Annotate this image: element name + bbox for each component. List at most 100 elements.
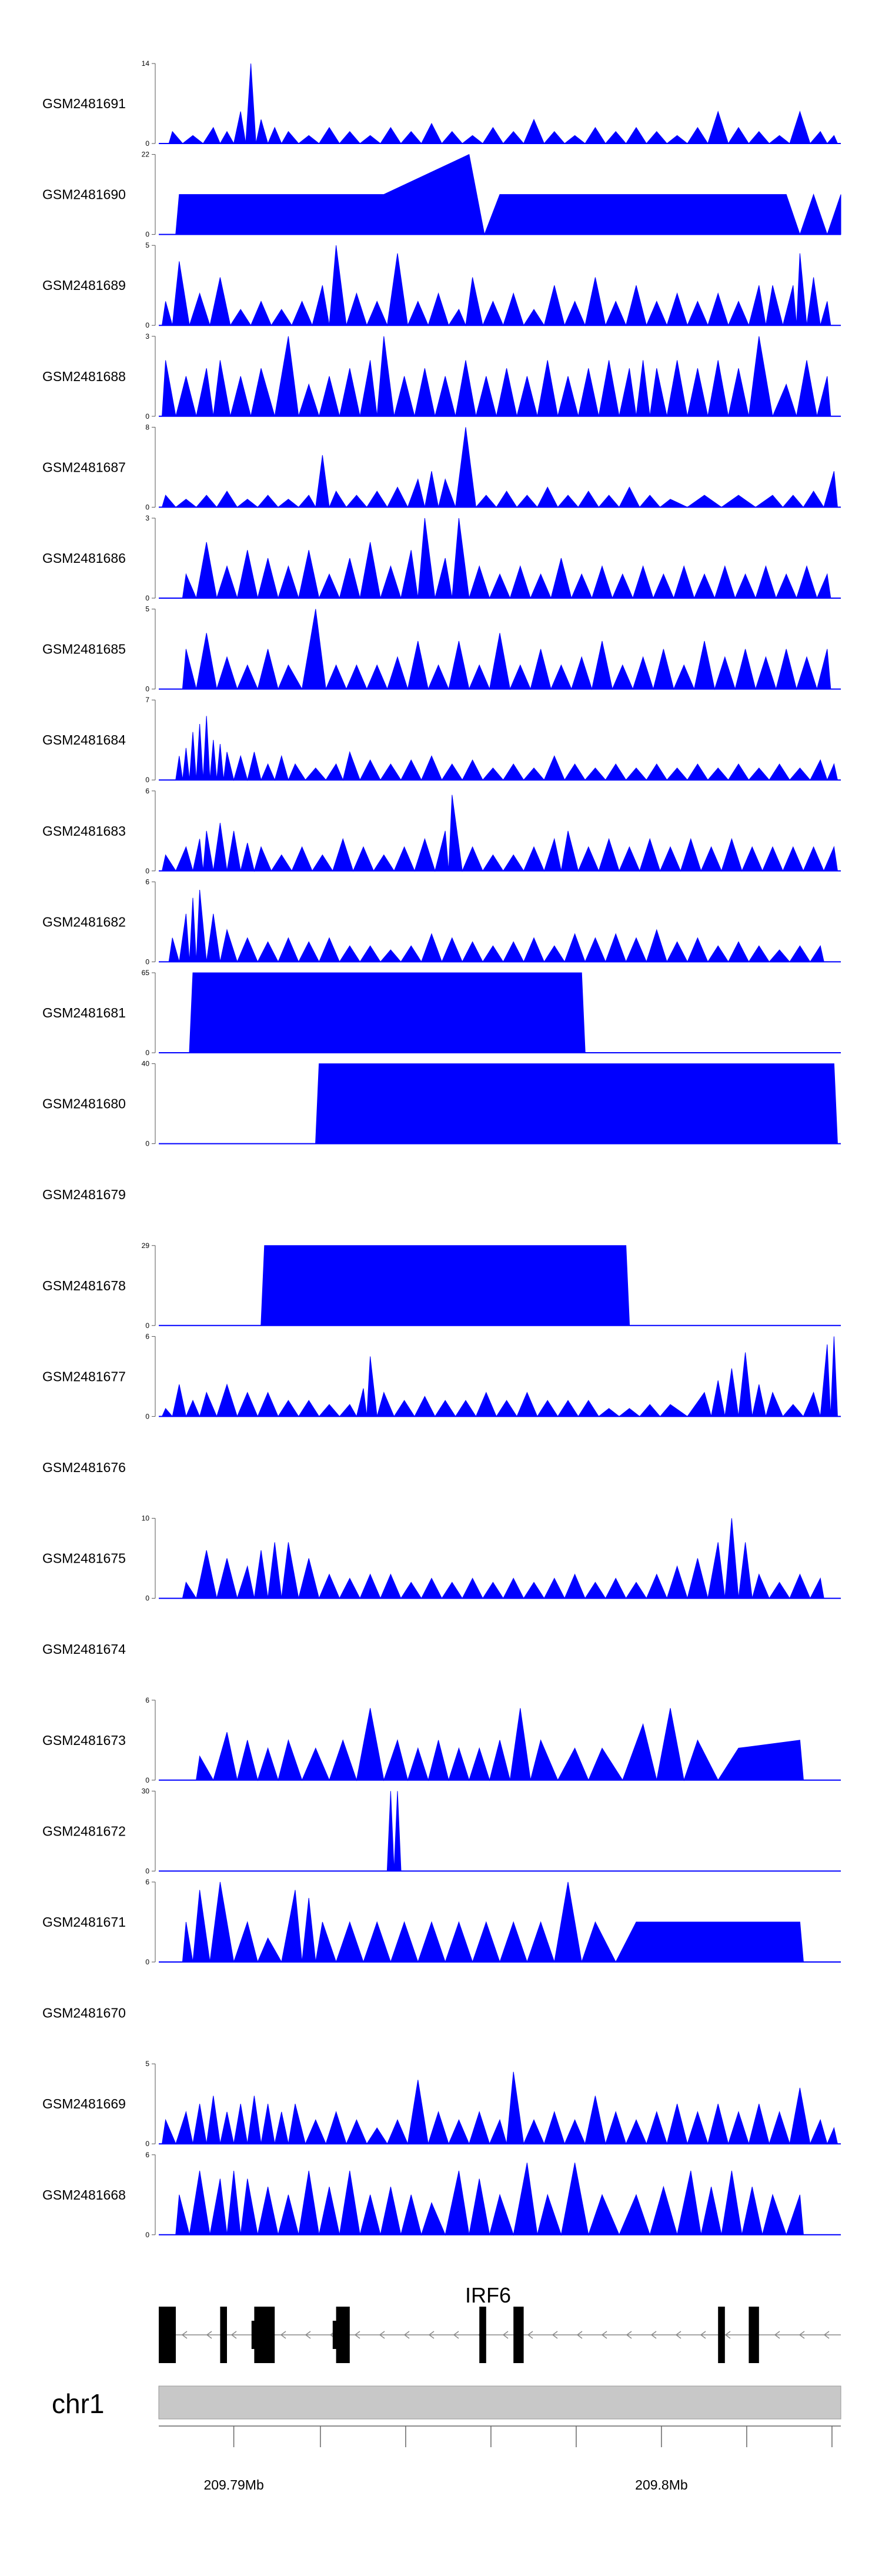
y-tick-label: 0 bbox=[145, 1322, 149, 1330]
track: GSM2481669 5 0 bbox=[42, 2060, 841, 2148]
strand-arrow bbox=[230, 2331, 237, 2339]
ideogram bbox=[158, 2385, 841, 2420]
y-tick-label: 0 bbox=[145, 776, 149, 784]
y-tick-label: 0 bbox=[145, 321, 149, 329]
y-tick-label: 65 bbox=[142, 969, 150, 977]
y-tick-label: 3 bbox=[145, 514, 149, 522]
y-tick-label: 5 bbox=[145, 2060, 149, 2068]
track-name: GSM2481675 bbox=[42, 1551, 126, 1566]
strand-arrow bbox=[379, 2331, 385, 2339]
track: GSM2481668 6 0 bbox=[42, 2151, 841, 2239]
gene-track: IRF6 bbox=[159, 2283, 841, 2363]
track: GSM2481682 6 0 bbox=[42, 877, 841, 966]
track: GSM2481672 30 0 bbox=[42, 1787, 841, 1875]
track-name: GSM2481670 bbox=[42, 2006, 126, 2021]
track: GSM2481670 bbox=[42, 2006, 126, 2021]
strand-arrow bbox=[576, 2331, 583, 2339]
y-tick-label: 0 bbox=[145, 1140, 149, 1148]
strand-arrow bbox=[280, 2331, 286, 2339]
y-tick-label: 0 bbox=[145, 685, 149, 693]
track-name: GSM2481679 bbox=[42, 1187, 126, 1202]
signal-area bbox=[162, 336, 831, 418]
y-tick-label: 6 bbox=[145, 787, 149, 795]
track-name: GSM2481672 bbox=[42, 1823, 126, 1838]
strand-arrow bbox=[626, 2331, 632, 2339]
track: GSM2481689 5 0 bbox=[42, 241, 841, 329]
signal-area bbox=[162, 2071, 838, 2145]
signal-area bbox=[189, 972, 586, 1053]
track: GSM2481675 10 0 bbox=[42, 1514, 841, 1603]
signal-tracks: GSM2481691140GSM2481690220GSM248168950GS… bbox=[42, 59, 841, 2239]
y-tick-label: 0 bbox=[145, 957, 149, 966]
signal-area bbox=[161, 427, 838, 509]
track-name: GSM2481691 bbox=[42, 96, 126, 111]
y-tick-label: 22 bbox=[142, 151, 150, 159]
signal-area bbox=[182, 609, 831, 690]
utr-block bbox=[159, 2321, 163, 2349]
strand-arrow bbox=[823, 2331, 830, 2339]
strand-arrow bbox=[700, 2331, 706, 2339]
track: GSM2481690 22 0 bbox=[42, 151, 841, 239]
strand-arrow bbox=[206, 2331, 212, 2339]
track-name: GSM2481668 bbox=[42, 2187, 126, 2203]
signal-area bbox=[162, 245, 831, 327]
y-tick-label: 0 bbox=[145, 2231, 149, 2239]
track-name: GSM2481690 bbox=[42, 187, 126, 202]
strand-arrow bbox=[724, 2331, 731, 2339]
signal-area bbox=[182, 1881, 804, 1963]
track-name: GSM2481685 bbox=[42, 642, 126, 657]
track: GSM2481676 bbox=[42, 1460, 126, 1475]
y-tick-label: 6 bbox=[145, 1332, 149, 1340]
y-tick-label: 0 bbox=[145, 231, 149, 239]
axis-tick-label: 209.8Mb bbox=[635, 2477, 688, 2492]
track-name: GSM2481688 bbox=[42, 369, 126, 384]
y-tick-label: 14 bbox=[142, 59, 150, 68]
axis-tick-label: 209.79Mb bbox=[203, 2477, 263, 2492]
signal-area bbox=[315, 1063, 838, 1144]
track-name: GSM2481678 bbox=[42, 1278, 126, 1293]
y-tick-label: 0 bbox=[145, 503, 149, 511]
track-name: GSM2481669 bbox=[42, 2096, 126, 2111]
track-name: GSM2481686 bbox=[42, 550, 126, 566]
utr-block bbox=[251, 2321, 258, 2349]
signal-area bbox=[260, 1245, 630, 1326]
y-tick-label: 30 bbox=[142, 1787, 150, 1795]
strand-arrow bbox=[181, 2331, 188, 2339]
track: GSM2481685 5 0 bbox=[42, 605, 841, 693]
y-tick-label: 0 bbox=[145, 1867, 149, 1875]
signal-area bbox=[182, 518, 831, 599]
track: GSM2481687 8 0 bbox=[42, 423, 841, 511]
y-tick-label: 5 bbox=[145, 241, 149, 249]
y-tick-label: 0 bbox=[145, 2140, 149, 2148]
y-tick-label: 3 bbox=[145, 332, 149, 341]
y-tick-label: 0 bbox=[145, 1594, 149, 1603]
track-name: GSM2481674 bbox=[42, 1641, 126, 1657]
track: GSM2481678 29 0 bbox=[42, 1242, 841, 1330]
exon bbox=[718, 2307, 725, 2363]
y-tick-label: 0 bbox=[145, 1049, 149, 1057]
y-tick-label: 0 bbox=[145, 1958, 149, 1966]
track-name: GSM2481681 bbox=[42, 1005, 126, 1020]
signal-area bbox=[175, 2163, 804, 2236]
y-tick-label: 6 bbox=[145, 1878, 149, 1886]
track-name: GSM2481682 bbox=[42, 914, 126, 929]
signal-area bbox=[161, 1336, 838, 1418]
strand-arrow bbox=[799, 2331, 805, 2339]
signal-area bbox=[175, 716, 838, 782]
signal-area bbox=[196, 1708, 804, 1781]
track-name: GSM2481683 bbox=[42, 823, 126, 839]
y-tick-label: 6 bbox=[145, 877, 149, 886]
track-name: GSM2481689 bbox=[42, 278, 126, 293]
y-tick-label: 0 bbox=[145, 139, 149, 148]
y-tick-label: 0 bbox=[145, 594, 149, 602]
signal-area bbox=[168, 63, 838, 145]
exon bbox=[336, 2307, 350, 2363]
y-tick-label: 0 bbox=[145, 412, 149, 421]
gene-name: IRF6 bbox=[465, 2283, 511, 2307]
exon bbox=[513, 2307, 524, 2363]
y-tick-label: 0 bbox=[145, 1776, 149, 1784]
track: GSM2481673 6 0 bbox=[42, 1696, 841, 1784]
track-name: GSM2481673 bbox=[42, 1733, 126, 1748]
track: GSM2481680 40 0 bbox=[42, 1060, 841, 1148]
strand-arrow bbox=[453, 2331, 459, 2339]
